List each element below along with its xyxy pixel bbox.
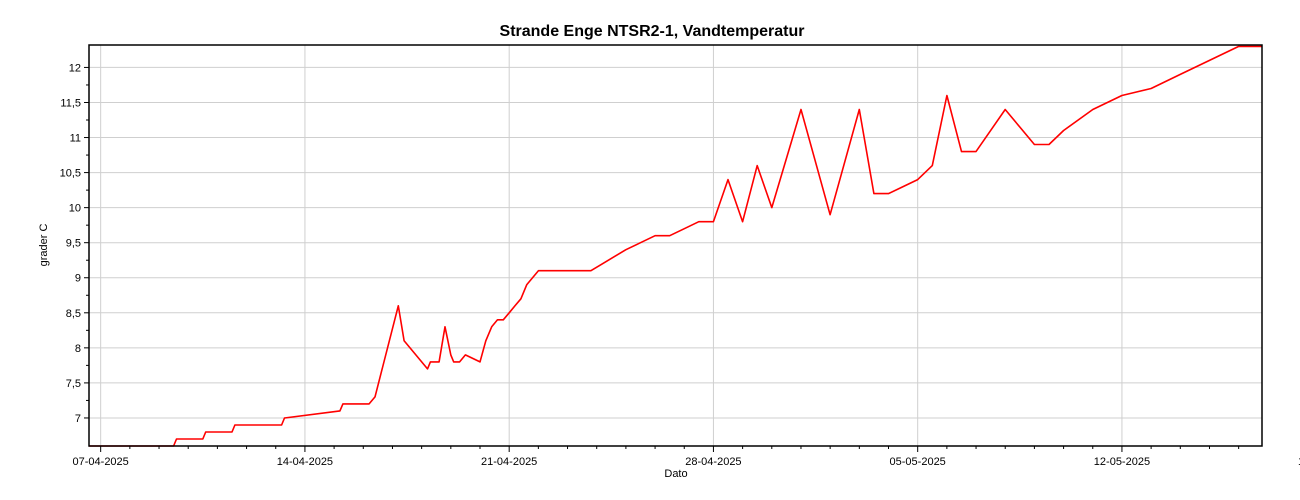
x-tick-label: 19-05-2025 <box>1298 456 1300 468</box>
tick-layer: 7 7,5 8 8,5 9 9,5 10 10,5 11 11,5 12 07-04-2025 14-0… <box>60 62 1300 468</box>
x-tick-label: 07-04-2025 <box>73 456 129 468</box>
x-tick-label: 05-05-2025 <box>890 456 946 468</box>
grid-layer <box>89 45 1262 446</box>
y-tick-label: 9,5 <box>66 238 81 250</box>
y-tick-label: 8 <box>75 343 81 355</box>
y-tick-label: 11 <box>70 133 81 145</box>
x-tick-label: 28-04-2025 <box>685 456 741 468</box>
x-tick-label: 21-04-2025 <box>481 456 537 468</box>
y-axis-label: grader C <box>38 224 50 267</box>
y-tick-label: 12 <box>69 62 81 74</box>
x-tick-label: 14-04-2025 <box>277 456 333 468</box>
plot-frame <box>88 44 1263 447</box>
series-layer <box>89 45 1262 447</box>
y-tick-label: 11,5 <box>60 97 81 109</box>
y-tick-label: 10 <box>69 203 81 215</box>
series-line <box>89 45 1262 447</box>
y-tick-label: 9 <box>75 273 81 285</box>
y-tick-label: 7,5 <box>66 378 81 390</box>
x-tick-label: 12-05-2025 <box>1094 456 1150 468</box>
y-tick-label: 8,5 <box>66 308 81 320</box>
y-tick-label: 10,5 <box>60 168 81 180</box>
x-axis-label: Dato <box>664 468 687 480</box>
chart-title: Strande Enge NTSR2-1, Vandtemperatur <box>500 23 805 40</box>
y-tick-label: 7 <box>75 413 81 425</box>
